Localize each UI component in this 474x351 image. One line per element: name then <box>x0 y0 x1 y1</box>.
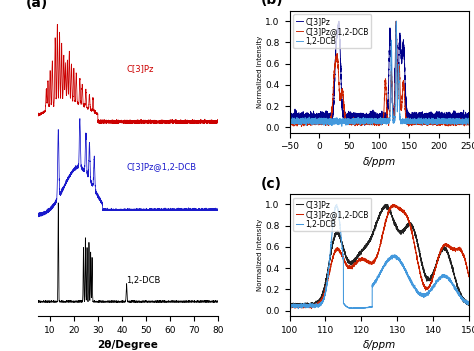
1,2-DCB <box>329 118 335 122</box>
Text: C[3]Pz: C[3]Pz <box>127 65 154 73</box>
1,2-DCB <box>466 301 472 305</box>
C[3]Pz <box>287 115 292 120</box>
Line: C[3]Pz: C[3]Pz <box>290 21 469 125</box>
1,2-DCB <box>465 119 471 123</box>
C[3]Pz <box>302 305 308 310</box>
1,2-DCB <box>330 119 336 123</box>
Line: C[3]Pz: C[3]Pz <box>290 204 469 307</box>
C[3]Pz@1,2-DCB <box>393 19 399 23</box>
C[3]Pz@1,2-DCB <box>328 117 334 121</box>
C[3]Pz <box>355 115 360 119</box>
X-axis label: δ/ppm: δ/ppm <box>363 340 396 350</box>
C[3]Pz <box>356 253 361 257</box>
1,2-DCB <box>463 300 469 304</box>
C[3]Pz@1,2-DCB <box>299 125 304 129</box>
1,2-DCB <box>393 19 399 23</box>
C[3]Pz <box>336 19 342 23</box>
Y-axis label: Normalized Intensity: Normalized Intensity <box>256 35 263 108</box>
C[3]Pz <box>463 300 469 304</box>
C[3]Pz <box>364 243 369 247</box>
C[3]Pz@1,2-DCB <box>287 119 292 124</box>
Legend: C[3]Pz, C[3]Pz@1,2-DCB, 1,2-DCB: C[3]Pz, C[3]Pz@1,2-DCB, 1,2-DCB <box>293 198 371 231</box>
C[3]Pz@1,2-DCB <box>465 121 471 125</box>
C[3]Pz <box>307 303 313 307</box>
Line: C[3]Pz@1,2-DCB: C[3]Pz@1,2-DCB <box>290 21 469 127</box>
X-axis label: 2θ/Degree: 2θ/Degree <box>97 340 158 350</box>
Text: (c): (c) <box>261 177 282 191</box>
Line: 1,2-DCB: 1,2-DCB <box>290 21 469 126</box>
1,2-DCB <box>295 306 301 311</box>
1,2-DCB <box>364 305 369 310</box>
C[3]Pz@1,2-DCB <box>355 124 360 128</box>
C[3]Pz <box>444 249 449 253</box>
C[3]Pz@1,2-DCB <box>390 202 396 206</box>
C[3]Pz@1,2-DCB <box>466 275 472 279</box>
1,2-DCB <box>328 120 334 124</box>
1,2-DCB <box>307 304 313 308</box>
Text: (a): (a) <box>25 0 47 11</box>
1,2-DCB <box>444 276 449 280</box>
Text: 1,2-DCB: 1,2-DCB <box>127 276 161 285</box>
C[3]Pz@1,2-DCB <box>364 258 369 263</box>
C[3]Pz <box>362 123 367 127</box>
C[3]Pz@1,2-DCB <box>356 258 361 262</box>
C[3]Pz@1,2-DCB <box>307 304 313 308</box>
1,2-DCB <box>287 122 292 126</box>
1,2-DCB <box>466 115 472 120</box>
C[3]Pz@1,2-DCB <box>287 305 292 309</box>
Text: (b): (b) <box>261 0 283 7</box>
C[3]Pz@1,2-DCB <box>444 244 449 248</box>
Line: 1,2-DCB: 1,2-DCB <box>290 204 469 309</box>
1,2-DCB <box>318 302 324 306</box>
C[3]Pz <box>466 301 472 305</box>
C[3]Pz <box>318 297 324 301</box>
C[3]Pz <box>465 118 471 122</box>
C[3]Pz@1,2-DCB <box>329 105 335 109</box>
C[3]Pz@1,2-DCB <box>309 306 314 311</box>
C[3]Pz <box>383 202 389 206</box>
C[3]Pz <box>367 115 373 119</box>
C[3]Pz@1,2-DCB <box>330 87 336 92</box>
1,2-DCB <box>287 305 292 309</box>
C[3]Pz@1,2-DCB <box>318 300 324 305</box>
Legend: C[3]Pz, C[3]Pz@1,2-DCB, 1,2-DCB: C[3]Pz, C[3]Pz@1,2-DCB, 1,2-DCB <box>293 14 371 48</box>
Y-axis label: Normalized Intensity: Normalized Intensity <box>256 219 263 291</box>
X-axis label: δ/ppm: δ/ppm <box>363 157 396 167</box>
C[3]Pz <box>328 119 334 124</box>
C[3]Pz <box>330 112 336 117</box>
C[3]Pz@1,2-DCB <box>466 119 472 123</box>
Text: C[3]Pz@1,2-DCB: C[3]Pz@1,2-DCB <box>127 162 197 171</box>
1,2-DCB <box>367 120 373 124</box>
1,2-DCB <box>356 306 361 310</box>
1,2-DCB <box>355 117 360 121</box>
1,2-DCB <box>339 124 345 128</box>
Line: C[3]Pz@1,2-DCB: C[3]Pz@1,2-DCB <box>290 204 469 309</box>
C[3]Pz <box>466 116 472 120</box>
1,2-DCB <box>334 202 339 206</box>
C[3]Pz <box>329 115 335 119</box>
C[3]Pz@1,2-DCB <box>367 121 373 125</box>
C[3]Pz@1,2-DCB <box>463 262 469 266</box>
C[3]Pz <box>287 301 292 305</box>
